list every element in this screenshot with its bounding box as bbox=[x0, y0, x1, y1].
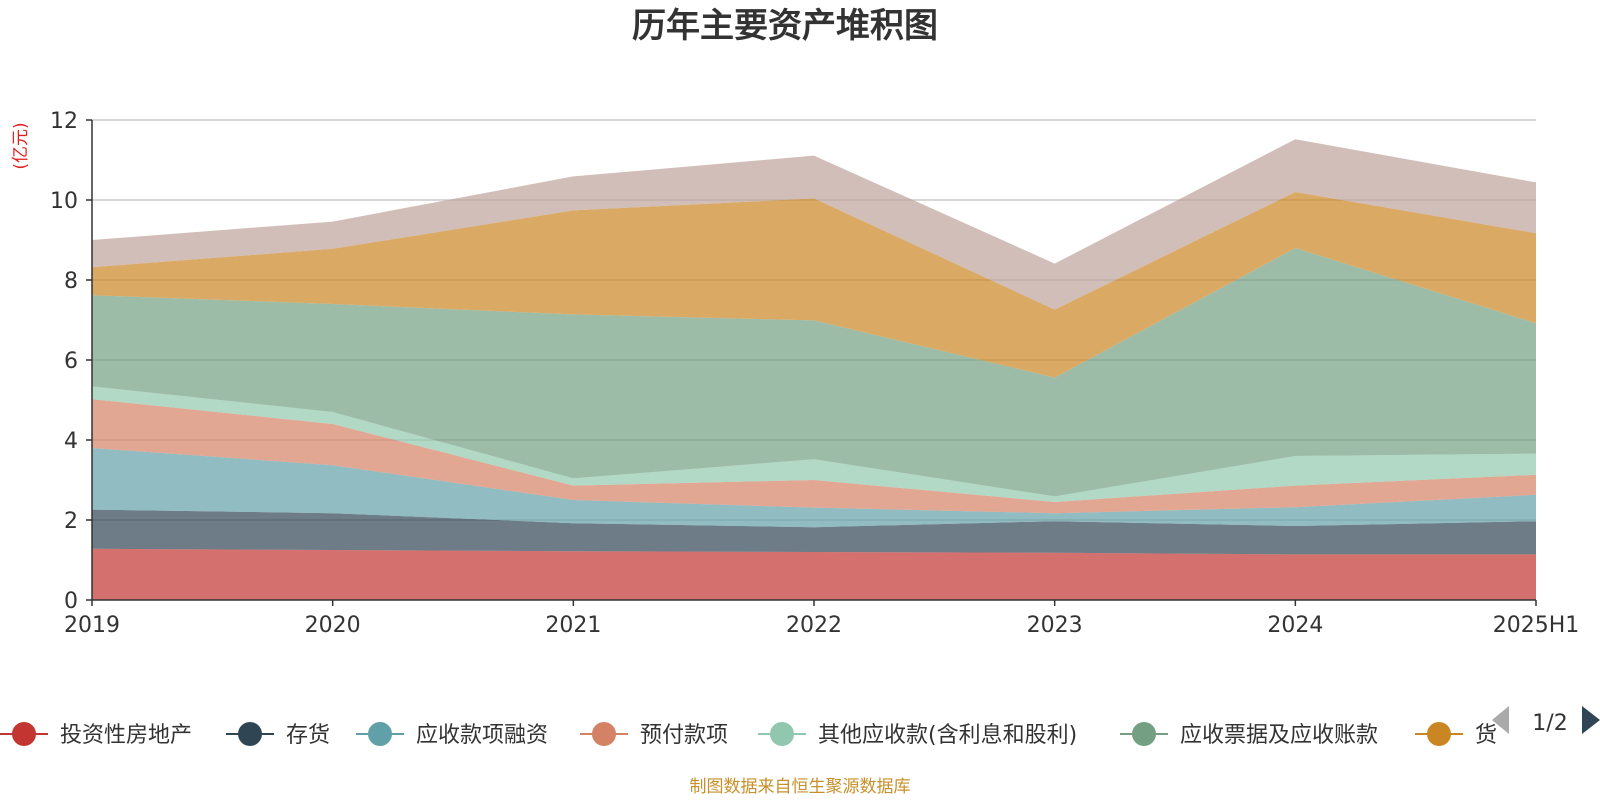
area-series-6 bbox=[92, 192, 1536, 378]
legend-circle-icon bbox=[1132, 722, 1156, 746]
legend-item-2[interactable]: 应收款项融资 bbox=[356, 722, 548, 748]
legend-label: 其他应收款(含利息和股利) bbox=[818, 723, 1077, 748]
axes: 0 2 4 6 8 10 12 2019 2020 2021 2022 2023 2024 2025H1 bbox=[50, 109, 1579, 638]
chart-title: 历年主要资产堆积图 bbox=[632, 6, 938, 46]
x-tick-label: 2023 bbox=[1027, 613, 1083, 638]
y-tick-label: 4 bbox=[64, 429, 78, 454]
legend-circle-icon bbox=[1427, 722, 1451, 746]
triangle-right-icon[interactable] bbox=[1582, 706, 1600, 734]
legend-label: 货 bbox=[1475, 723, 1497, 748]
x-tick-label: 2019 bbox=[64, 613, 120, 638]
legend-item-6[interactable]: 货 bbox=[1415, 722, 1497, 748]
legend-item-1[interactable]: 存货 bbox=[226, 722, 330, 748]
legend-label: 应收款项融资 bbox=[416, 723, 548, 748]
x-tick-label: 2025H1 bbox=[1493, 613, 1580, 638]
legend-pager: 1/2 bbox=[1492, 706, 1600, 736]
y-tick-label: 8 bbox=[64, 269, 78, 294]
legend-circle-icon bbox=[238, 722, 262, 746]
x-tick-label: 2021 bbox=[545, 613, 601, 638]
legend-page-indicator: 1/2 bbox=[1532, 711, 1567, 736]
area-series-4 bbox=[92, 386, 1536, 502]
legend-label: 投资性房地产 bbox=[60, 723, 192, 748]
y-tick-label: 2 bbox=[64, 509, 78, 534]
area-series-0 bbox=[92, 548, 1536, 600]
legend-item-3[interactable]: 预付款项 bbox=[580, 722, 728, 748]
y-tick-label: 0 bbox=[64, 589, 78, 614]
legend-circle-icon bbox=[368, 722, 392, 746]
y-axis-unit-label: (亿元) bbox=[11, 122, 31, 169]
area-series-3 bbox=[92, 399, 1536, 514]
y-tick-label: 6 bbox=[64, 349, 78, 374]
x-tick-label: 2024 bbox=[1267, 613, 1323, 638]
y-tick-label: 10 bbox=[50, 189, 78, 214]
legend-item-4[interactable]: 其他应收款(含利息和股利) bbox=[758, 722, 1077, 748]
area-series-5 bbox=[92, 248, 1536, 497]
legend: 投资性房地产 存货 应收款项融资 预付款项 其他应收款(含利息和股利) 应收票据及应收账款… bbox=[0, 722, 1497, 748]
area-series-2 bbox=[92, 448, 1536, 528]
legend-label: 预付款项 bbox=[640, 723, 728, 748]
legend-circle-icon bbox=[770, 722, 794, 746]
legend-circle-icon bbox=[12, 722, 36, 746]
legend-circle-icon bbox=[592, 722, 616, 746]
legend-label: 应收票据及应收账款 bbox=[1180, 723, 1378, 748]
area-series-1 bbox=[92, 509, 1536, 555]
legend-item-0[interactable]: 投资性房地产 bbox=[0, 722, 192, 748]
source-note: 制图数据来自恒生聚源数据库 bbox=[690, 777, 911, 797]
legend-label: 存货 bbox=[286, 723, 330, 748]
y-tick-label: 12 bbox=[50, 109, 78, 134]
triangle-left-icon[interactable] bbox=[1492, 706, 1509, 734]
x-tick-label: 2020 bbox=[305, 613, 361, 638]
x-tick-label: 2022 bbox=[786, 613, 842, 638]
area-series-7 bbox=[92, 139, 1536, 310]
legend-item-5[interactable]: 应收票据及应收账款 bbox=[1120, 722, 1378, 748]
stacked-areas bbox=[92, 139, 1536, 600]
